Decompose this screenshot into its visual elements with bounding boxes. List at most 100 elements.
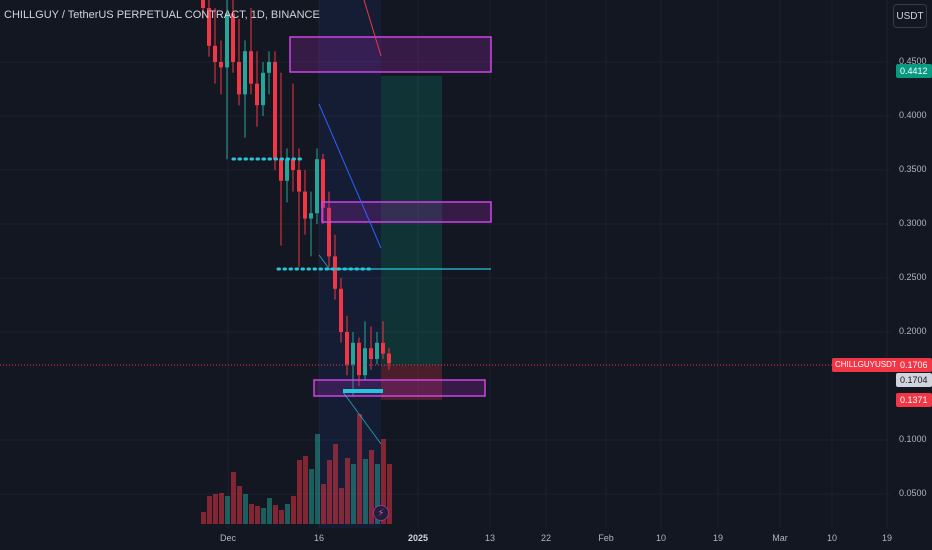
candle-body <box>303 191 307 219</box>
volume-bar <box>309 469 314 524</box>
trend-line <box>318 103 382 249</box>
last-price-badge: 0.1706 <box>896 358 932 372</box>
trend-line <box>318 254 331 271</box>
volume-bar <box>303 456 308 524</box>
volume-bar <box>321 484 326 524</box>
y-tick-label: 0.4500 <box>899 56 927 66</box>
candle-body <box>279 159 283 181</box>
stop-price-badge: 0.1371 <box>896 393 932 407</box>
candle-body <box>201 0 205 8</box>
volume-bar <box>285 504 290 524</box>
y-tick-label: 0.0500 <box>899 488 927 498</box>
candle-body <box>357 342 361 376</box>
volume-bar <box>327 460 332 524</box>
volume-bar <box>249 504 254 524</box>
volume-bar <box>273 505 278 524</box>
volume-bar <box>297 460 302 524</box>
volume-bar <box>381 439 386 524</box>
x-tick-label: Feb <box>598 533 614 543</box>
x-tick-label: 19 <box>712 533 724 543</box>
supply-zone-upper <box>289 36 492 73</box>
y-tick-label: 0.2000 <box>899 326 927 336</box>
x-tick-label: 16 <box>313 533 325 543</box>
trend-line <box>363 0 382 57</box>
grid-lines <box>0 0 890 528</box>
volume-bar <box>375 464 380 524</box>
candle-body <box>213 45 217 62</box>
candle-body <box>255 83 259 106</box>
candle-body <box>291 159 295 170</box>
symbol-title[interactable]: CHILLGUY / TetherUS PERPETUAL CONTRACT, … <box>4 9 320 21</box>
candle-body <box>363 348 367 376</box>
candle-body <box>387 353 391 364</box>
candle-body <box>351 342 355 365</box>
lightning-icon[interactable]: ⚡ <box>373 505 389 521</box>
demand-zone-lower <box>313 379 486 397</box>
x-tick-label: 22 <box>540 533 552 543</box>
x-tick-label: 10 <box>655 533 667 543</box>
candle-body <box>309 213 313 219</box>
candle-body <box>219 62 223 68</box>
drawings <box>0 0 890 445</box>
profit-zone <box>381 76 442 365</box>
volume-bar <box>333 444 338 524</box>
volume-bar <box>339 488 344 524</box>
candle-body <box>237 62 241 95</box>
x-tick-label: Mar <box>772 533 788 543</box>
candle-body <box>321 159 325 208</box>
volume-bar <box>231 472 236 524</box>
candle-body <box>327 207 331 257</box>
candle-body <box>339 288 343 332</box>
upper-target-badge: 0.4412 <box>896 64 932 78</box>
volume-bar <box>243 494 248 524</box>
candle-body <box>207 8 211 46</box>
loss-zone <box>381 365 442 400</box>
trend-line <box>342 391 382 445</box>
volume-bar <box>207 496 212 524</box>
candle-body <box>297 170 301 192</box>
volume-bar <box>219 493 224 524</box>
candle-body <box>249 51 253 84</box>
candle-body <box>231 13 235 62</box>
volume-bar <box>213 494 218 524</box>
date-range-shading <box>319 0 442 528</box>
volume-bar <box>201 512 206 524</box>
y-tick-label: 0.3500 <box>899 164 927 174</box>
candle-body <box>261 72 265 106</box>
ticker-name-badge: CHILLGUYUSDT.P <box>832 358 907 372</box>
currency-button[interactable]: USDT <box>893 4 927 28</box>
volume-bar <box>279 510 284 524</box>
volume-bar <box>351 464 356 524</box>
candle-body <box>381 342 385 354</box>
volume-bar <box>369 450 374 524</box>
candle-body <box>267 62 271 73</box>
candle-body <box>285 159 289 181</box>
candle-body <box>273 62 277 160</box>
candle-body <box>243 51 247 95</box>
candle-body <box>225 13 229 68</box>
candle-body <box>315 159 319 214</box>
volume-bar <box>315 434 320 524</box>
volume-bar <box>237 486 242 524</box>
x-tick-label: 19 <box>881 533 893 543</box>
candle-body <box>333 256 337 289</box>
candle-body <box>345 332 349 365</box>
volume-bar <box>225 496 230 524</box>
volume-bar <box>357 414 362 524</box>
candle-body <box>369 348 373 359</box>
volume-bar <box>255 506 260 524</box>
volume-bar <box>261 508 266 524</box>
volume-bar <box>387 464 392 524</box>
volume-bar <box>345 458 350 524</box>
x-tick-label: 13 <box>484 533 496 543</box>
candle-body <box>375 342 379 359</box>
date-range-box <box>319 0 381 528</box>
volume-bar <box>291 496 296 524</box>
candles <box>201 0 391 397</box>
current-price-badge: 0.1704 <box>896 373 932 387</box>
y-tick-label: 0.4000 <box>899 110 927 120</box>
supply-zone-middle <box>321 201 492 223</box>
volume-bars <box>201 414 392 524</box>
volume-bar <box>363 459 368 524</box>
